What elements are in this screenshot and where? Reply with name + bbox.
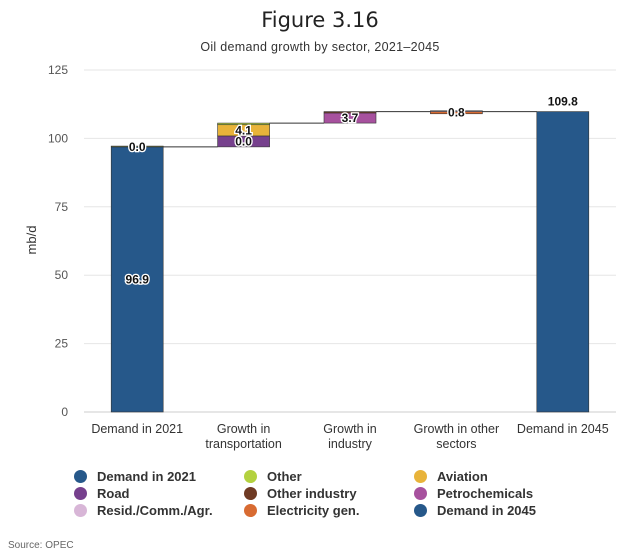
legend-label: Demand in 2045 [437, 502, 536, 518]
legend-label: Aviation [437, 468, 488, 484]
y-tick-label: 75 [55, 200, 69, 214]
legend-item[interactable]: Aviation [414, 468, 614, 484]
data-label: 0.8 [448, 106, 465, 120]
connectors [163, 111, 537, 148]
x-tick-label: Growth in other [414, 422, 499, 436]
x-tick-label: sectors [436, 437, 476, 451]
legend-item[interactable]: Other industry [244, 485, 414, 501]
legend-swatch [414, 486, 427, 500]
legend-swatch [414, 469, 427, 483]
gridlines [84, 69, 616, 413]
source-note: Source: OPEC [8, 540, 74, 551]
bar-segment [217, 122, 270, 126]
x-tick-label: Growth in [323, 422, 377, 436]
legend-swatch [414, 503, 427, 517]
x-tick-label: Demand in 2045 [517, 422, 609, 436]
bar-segment [110, 145, 164, 148]
legend-label: Resid./Comm./Agr. [97, 502, 213, 518]
y-tick-label: 50 [55, 268, 69, 282]
bar-segment [110, 146, 164, 413]
bar-segment [323, 111, 377, 114]
legend-item[interactable]: Electricity gen. [244, 502, 414, 518]
legend-label: Other industry [267, 485, 357, 501]
data-label: 96.9 [126, 272, 150, 286]
data-label: 0.0 [129, 140, 146, 154]
legend-item[interactable]: Petrochemicals [414, 485, 614, 501]
x-tick-label: industry [328, 437, 373, 451]
legend: Demand in 2021 Other Aviation Road Other ind… [74, 468, 634, 518]
data-label: 4.1 [235, 123, 252, 137]
x-tick-label: Demand in 2021 [91, 422, 183, 436]
legend-item[interactable]: Demand in 2045 [414, 502, 614, 518]
x-tick-label: Growth in [217, 422, 271, 436]
figure-title: Figure 3.16 [261, 8, 379, 32]
total-label: 109.8 [548, 95, 578, 109]
legend-label: Other [267, 468, 302, 484]
y-tick-label: 100 [48, 131, 68, 145]
y-tick-label: 0 [61, 405, 68, 419]
x-axis-ticks: Demand in 2021 Growth intransportationGro… [91, 422, 608, 451]
y-tick-label: 125 [48, 63, 68, 77]
legend-item[interactable]: Other [244, 468, 414, 484]
data-label: 0.0 [235, 134, 252, 148]
legend-swatch [74, 486, 87, 500]
legend-swatch [74, 503, 87, 517]
data-label: 3.7 [342, 111, 359, 125]
y-axis-ticks: 0 25 50 75 100 125 [48, 63, 68, 419]
y-tick-label: 25 [55, 337, 69, 351]
legend-swatch [244, 469, 257, 483]
figure-subtitle: Oil demand growth by sector, 2021–2045 [200, 40, 440, 54]
legend-item[interactable]: Demand in 2021 [74, 468, 244, 484]
legend-swatch [244, 486, 257, 500]
bar-segment [536, 111, 590, 413]
legend-item[interactable]: Resid./Comm./Agr. [74, 502, 244, 518]
legend-label: Road [97, 485, 130, 501]
legend-swatch [74, 469, 87, 483]
legend-swatch [244, 503, 257, 517]
y-axis-label: mb/d [24, 226, 39, 255]
legend-label: Demand in 2021 [97, 468, 196, 484]
legend-label: Electricity gen. [267, 502, 360, 518]
x-tick-label: transportation [205, 437, 281, 451]
legend-item[interactable]: Road [74, 485, 244, 501]
bars [110, 110, 590, 413]
legend-label: Petrochemicals [437, 485, 534, 501]
bar-segment [430, 110, 483, 112]
